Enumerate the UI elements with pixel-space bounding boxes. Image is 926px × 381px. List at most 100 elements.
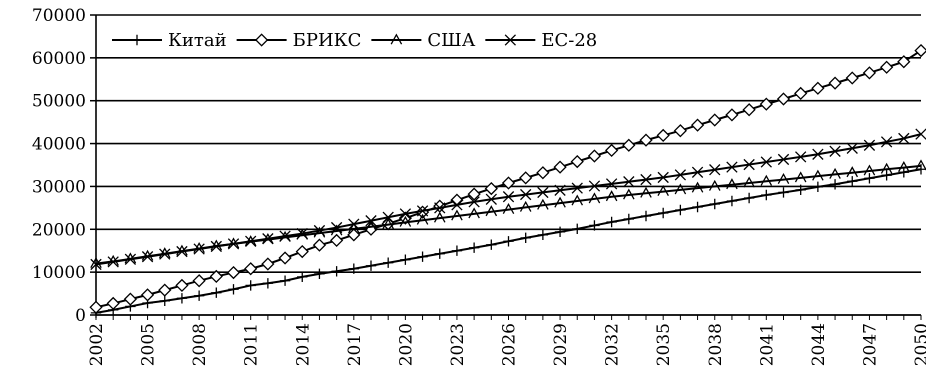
- data-point-usa: [657, 185, 669, 197]
- x-tick-label: 2041: [757, 323, 777, 366]
- y-tick-label: 20000: [32, 220, 86, 240]
- data-point-eu28: [313, 224, 326, 237]
- data-point-brics: [862, 66, 877, 80]
- data-point-china: [572, 223, 583, 235]
- y-tick-label: 0: [75, 306, 86, 326]
- data-point-brics: [656, 128, 670, 143]
- data-point-usa: [416, 213, 429, 225]
- data-point-usa: [863, 164, 876, 176]
- data-point-usa: [915, 159, 926, 171]
- data-point-china: [726, 195, 738, 207]
- data-point-eu28: [743, 158, 755, 171]
- data-point-eu28: [605, 178, 618, 190]
- legend-label: БРИКС: [293, 30, 362, 51]
- data-point-china: [176, 293, 188, 304]
- data-point-usa: [708, 179, 721, 191]
- data-point-eu28: [520, 188, 532, 201]
- data-point-brics: [536, 166, 550, 180]
- legend-marker-eu28: [504, 34, 516, 46]
- series-china: [90, 164, 926, 319]
- data-point-china: [675, 204, 686, 216]
- data-point-brics: [209, 269, 223, 284]
- legend-item-usa: США: [371, 30, 476, 51]
- y-tick-labels: 0 10000 20000 30000 40000 50000 60000 70000: [32, 6, 86, 326]
- data-point-china: [400, 254, 411, 265]
- data-point-eu28: [760, 156, 772, 168]
- data-point-eu28: [468, 196, 480, 208]
- legend-marker-brics: [255, 33, 269, 47]
- data-point-brics: [175, 278, 189, 293]
- data-point-eu28: [245, 235, 257, 247]
- data-point-eu28: [348, 218, 360, 230]
- data-point-brics: [708, 113, 722, 127]
- data-point-eu28: [674, 169, 687, 181]
- data-point-usa: [674, 183, 687, 195]
- data-point-brics: [278, 251, 292, 265]
- data-point-brics: [106, 296, 120, 311]
- data-point-usa: [898, 161, 910, 173]
- data-point-eu28: [777, 153, 790, 166]
- data-point-usa: [726, 178, 738, 190]
- data-point-china: [228, 284, 239, 295]
- data-point-china: [829, 179, 841, 190]
- data-point-eu28: [709, 164, 721, 176]
- series-group: [89, 43, 926, 319]
- data-point-eu28: [898, 132, 910, 145]
- data-point-eu28: [176, 245, 188, 258]
- data-point-brics: [828, 76, 842, 90]
- y-tick-label: 70000: [32, 6, 86, 26]
- data-point-eu28: [365, 215, 377, 227]
- legend-marker-usa: [390, 33, 403, 45]
- data-point-eu28: [451, 199, 463, 211]
- x-tick-label: 2029: [551, 323, 571, 366]
- data-point-brics: [914, 43, 926, 58]
- x-tick-labels: 2002 2005 2008 2011 2014 2017 2020 2023 2026 2029…: [87, 323, 926, 366]
- data-point-brics: [519, 171, 533, 185]
- data-point-eu28: [812, 148, 824, 160]
- data-point-usa: [468, 207, 480, 219]
- legend-item-brics: БРИКС: [236, 30, 362, 51]
- data-point-eu28: [485, 193, 497, 205]
- data-point-usa: [433, 211, 446, 223]
- data-point-usa: [812, 169, 824, 181]
- data-point-eu28: [330, 221, 343, 234]
- data-point-brics: [501, 176, 516, 190]
- data-point-brics: [587, 149, 602, 163]
- data-point-china: [743, 192, 755, 204]
- data-point-eu28: [382, 211, 394, 223]
- data-point-eu28: [554, 184, 566, 196]
- x-tick-label: 2044: [809, 323, 829, 366]
- x-tick-label: 2005: [139, 323, 159, 366]
- data-point-brics: [192, 274, 206, 288]
- data-point-china: [503, 236, 514, 247]
- data-point-china: [623, 213, 635, 225]
- data-point-brics: [295, 244, 309, 259]
- data-point-china: [417, 251, 428, 262]
- data-point-eu28: [90, 258, 102, 271]
- gridlines: [96, 14, 921, 316]
- data-point-eu28: [915, 128, 926, 140]
- data-point-eu28: [399, 208, 412, 220]
- data-point-china: [709, 198, 720, 210]
- data-point-china: [382, 257, 394, 268]
- data-point-china: [881, 170, 892, 181]
- data-point-eu28: [193, 243, 205, 255]
- x-tick-label: 2002: [87, 323, 107, 366]
- data-point-china: [778, 187, 789, 198]
- x-tick-label: 2026: [500, 323, 520, 366]
- y-tick-label: 30000: [32, 177, 86, 197]
- data-point-china: [314, 268, 325, 280]
- data-point-usa: [777, 173, 790, 185]
- data-point-china: [468, 242, 480, 253]
- data-point-usa: [502, 203, 515, 215]
- data-point-brics: [897, 55, 911, 69]
- data-point-brics: [811, 81, 825, 95]
- x-tick-label: 2038: [706, 323, 726, 366]
- legend-item-china: Китай: [112, 30, 227, 51]
- data-point-usa: [623, 188, 635, 200]
- data-point-brics: [622, 138, 636, 152]
- data-point-china: [365, 260, 377, 271]
- data-point-china: [761, 189, 772, 201]
- legend-label: США: [427, 30, 475, 51]
